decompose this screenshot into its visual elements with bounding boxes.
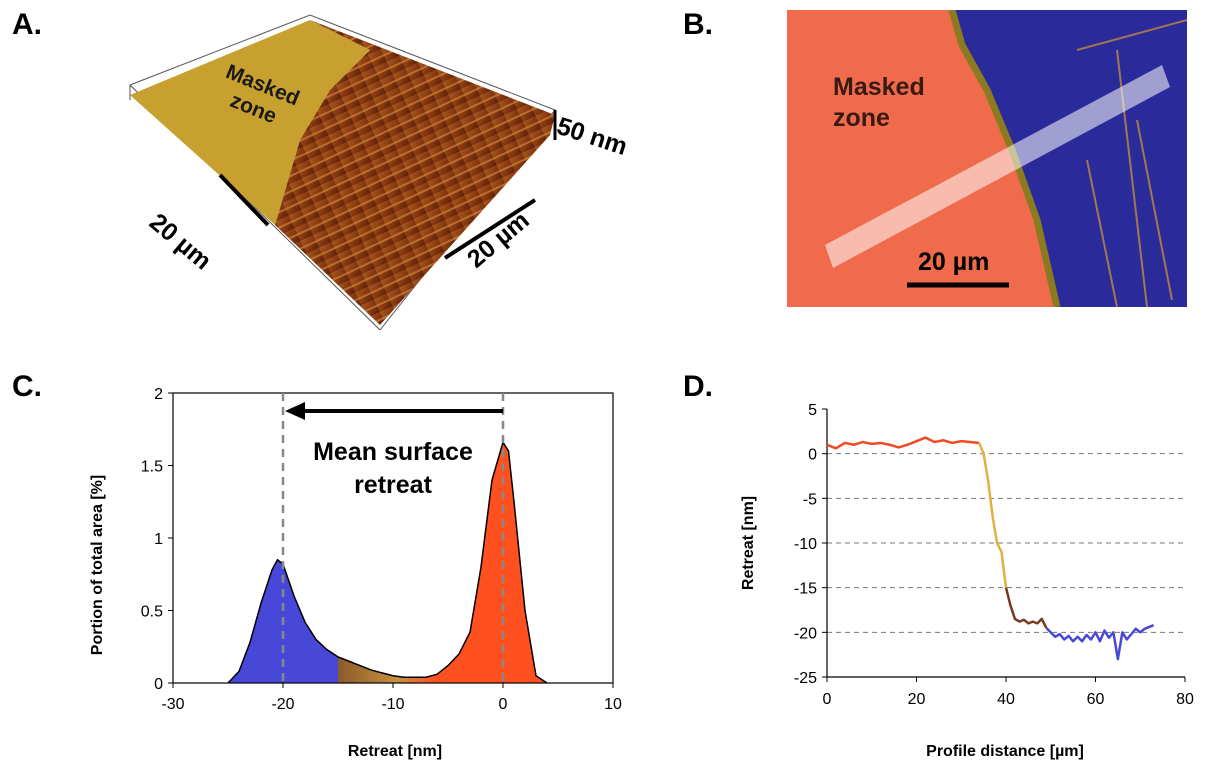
hist-xtick-label: -30 xyxy=(161,696,184,713)
hist-xtick-label: 10 xyxy=(604,696,622,713)
hist-ytick-label: 1.5 xyxy=(141,459,163,476)
prof-xtick-label: 20 xyxy=(908,691,926,708)
prof-xtick-label: 40 xyxy=(997,691,1015,708)
prof-ylabel: Retreat [nm] xyxy=(740,496,757,590)
prof-ytick-label: 0 xyxy=(808,447,817,464)
optical-scale-label: 20 µm xyxy=(918,248,990,276)
etched-surface xyxy=(275,20,555,325)
hist-area-orange xyxy=(437,442,547,683)
optical-masked-zone-label: Masked zone xyxy=(833,73,925,132)
prof-ytick-label: -5 xyxy=(803,491,817,508)
panel-d-label: D. xyxy=(683,370,713,403)
hist-ytick-label: 2 xyxy=(154,386,163,403)
scale-bar-y xyxy=(443,198,537,260)
hist-xlabel: Retreat [nm] xyxy=(348,743,442,760)
prof-xtick-label: 80 xyxy=(1176,691,1194,708)
mean-retreat-annotation: Mean surface retreat xyxy=(313,438,473,499)
panel-c-label: C. xyxy=(12,370,42,403)
hist-xtick-label: 0 xyxy=(499,696,508,713)
prof-xtick-label: 0 xyxy=(823,691,832,708)
hist-ytick-label: 1 xyxy=(154,531,163,548)
panel-b-label: B. xyxy=(683,8,713,41)
profile-line-segment xyxy=(1004,587,1048,629)
optical-image xyxy=(787,10,1187,307)
etch-boundary xyxy=(948,10,1061,307)
prof-xtick-label: 60 xyxy=(1087,691,1105,708)
panel-a-label: A. xyxy=(12,8,42,41)
scale-bar-x xyxy=(218,173,270,227)
hist-xtick-label: -20 xyxy=(271,696,294,713)
prof-ytick-label: -20 xyxy=(794,625,817,642)
prof-ytick-label: -10 xyxy=(794,536,817,553)
hist-xtick-label: -10 xyxy=(381,696,404,713)
afm-3d-map xyxy=(129,14,557,330)
hist-ylabel: Portion of total area [%] xyxy=(89,475,106,655)
mean-retreat-arrowhead xyxy=(285,402,305,420)
profile-line-segment xyxy=(826,436,980,450)
hist-area-transition xyxy=(338,656,437,683)
masked-surface xyxy=(130,20,370,225)
retreat-histogram: -30 -20 -10 0 10 0 0.5 1 1.5 2 Retreat [nm] Porti… xyxy=(89,386,622,760)
hist-ytick-label: 0 xyxy=(154,676,163,693)
profile-band xyxy=(825,65,1170,268)
prof-ytick-label: 5 xyxy=(808,402,817,419)
hist-outline xyxy=(227,440,548,684)
prof-ytick-label: -25 xyxy=(794,670,817,687)
profile-line-segment xyxy=(1045,624,1155,661)
profile-line-segment xyxy=(977,442,1008,588)
retreat-profile-chart: 0 20 40 60 80 5 0 -5 -10 -15 -20 -25 Profile distan… xyxy=(740,402,1194,760)
prof-xlabel: Profile distance [µm] xyxy=(926,743,1084,760)
prof-ytick-label: -15 xyxy=(794,581,817,598)
hist-ytick-label: 0.5 xyxy=(141,604,163,621)
